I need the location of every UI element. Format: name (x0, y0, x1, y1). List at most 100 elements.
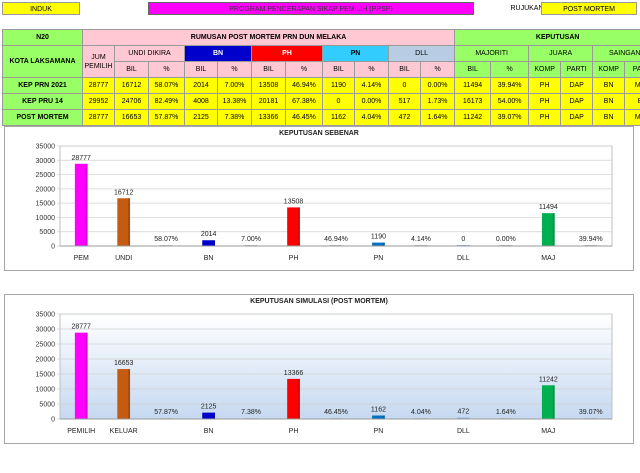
data-label: 4.14% (411, 236, 431, 243)
data-label: 7.38% (241, 409, 261, 416)
table-cell: 7.00% (217, 77, 252, 94)
table-cell: 13366 (251, 109, 286, 126)
plot-area (59, 313, 613, 420)
data-label: 11242 (539, 376, 558, 383)
sub-bil: BIL (454, 61, 492, 78)
y-tick-label: 20000 (36, 357, 56, 364)
sub-bil: BIL (388, 61, 421, 78)
bar (541, 213, 555, 246)
table-cell: BN (592, 109, 626, 126)
table-cell: BN (624, 93, 640, 110)
sub-parti: PARTI (624, 61, 640, 78)
data-label: 2125 (201, 404, 217, 411)
y-tick-label: 0 (51, 244, 55, 251)
data-label: 0.00% (496, 236, 516, 243)
sub-pct: % (354, 61, 389, 78)
table-cell: 4.14% (354, 77, 389, 94)
bar (74, 332, 88, 419)
table-cell: 0.00% (354, 93, 389, 110)
data-label: 39.07% (579, 409, 603, 416)
table-cell: 57.87% (148, 109, 185, 126)
table-cell: 24706 (114, 93, 149, 110)
category-label: DLL (457, 428, 470, 435)
bar-shade (552, 213, 555, 246)
bar (287, 207, 300, 246)
juara-header: JUARA (528, 45, 594, 62)
table-cell: 0 (322, 93, 355, 110)
table-cell: 20181 (251, 93, 286, 110)
chart1-svg: KEPUTUSAN SEBENAR 0 5000 10000 15000 20000 250… (4, 126, 634, 271)
bar-shade (552, 385, 555, 419)
bar-shade (128, 369, 131, 419)
y-tick-label: 10000 (36, 215, 56, 222)
category-label: BN (204, 255, 214, 262)
y-tick-label: 25000 (36, 172, 56, 179)
bar-shade (382, 415, 385, 419)
bar (202, 412, 215, 419)
table-cell: 1190 (322, 77, 355, 94)
row-label: KEP PRN 2021 (2, 77, 83, 94)
bn-header: BN (184, 45, 252, 62)
table-cell: 29952 (82, 93, 115, 110)
bar (287, 378, 300, 419)
bar-shade (128, 198, 131, 246)
post-mortem-button[interactable]: POST MORTEM (541, 2, 637, 15)
bar (457, 417, 470, 419)
table-cell: 0.00% (419, 77, 456, 94)
table-cell: 11494 (454, 77, 492, 94)
bar-shade (297, 378, 300, 419)
jum-pemilih-header: JUM PEMILIH (82, 45, 115, 78)
sub-pct: % (217, 61, 252, 78)
data-label: 4.04% (411, 409, 431, 416)
data-label: 16653 (114, 360, 134, 367)
data-label: 16712 (114, 189, 134, 196)
table-cell: 2125 (184, 109, 218, 126)
y-tick-label: 35000 (36, 312, 56, 319)
table-cell: 82.49% (148, 93, 185, 110)
y-tick-label: 20000 (36, 186, 56, 193)
table-cell: 46.45% (285, 109, 323, 126)
table-cell: 58.07% (148, 77, 185, 94)
data-label: 7.00% (241, 236, 261, 243)
y-tick-label: 5000 (39, 402, 55, 409)
table-cell: PH (528, 77, 562, 94)
bar (117, 198, 131, 246)
chart-title: KEPUTUSAN SIMULASI (POST MORTEM) (250, 298, 388, 305)
rujukan-label: RUJUKAN (510, 5, 544, 12)
category-label: PH (289, 255, 299, 262)
category-label: PH (289, 428, 299, 435)
table-cell: 67.38% (285, 93, 323, 110)
data-label: 58.07% (154, 236, 178, 243)
sub-bil: BIL (184, 61, 218, 78)
chart-keputusan-sebenar: KEPUTUSAN SEBENAR 0 5000 10000 15000 20000 250… (4, 126, 634, 271)
category-label: BN (204, 428, 214, 435)
y-tick-label: 30000 (36, 158, 56, 165)
table-cell: DAP (560, 93, 594, 110)
table-cell: 39.94% (490, 77, 530, 94)
category-label: KELUAR (110, 428, 138, 435)
data-label: 472 (458, 409, 470, 416)
table-cell: 54.00% (490, 93, 530, 110)
sub-parti: PARTI (560, 61, 594, 78)
table-row: POST MORTEM 28777 16653 57.87% 2125 7.38% 1336… (2, 109, 640, 126)
table-title: RUMUSAN POST MORTEM PRN DUN MELAKA (81, 29, 456, 46)
table-cell: MCA (624, 77, 640, 94)
induk-button[interactable]: INDUK (2, 2, 80, 15)
table-cell: 0 (388, 77, 421, 94)
y-tick-label: 0 (51, 417, 55, 424)
data-label: 46.45% (324, 409, 348, 416)
data-label: 28777 (71, 155, 91, 162)
undi-header: UNDI DIKIRA (114, 45, 185, 62)
ph-header: PH (251, 45, 323, 62)
sub-komp: KOMP (528, 61, 562, 78)
keputusan-header: KEPUTUSAN (454, 29, 640, 46)
table-cell: 4.04% (354, 109, 389, 126)
data-label: 13366 (284, 370, 304, 377)
chart-keputusan-simulasi: KEPUTUSAN SIMULASI (POST MORTEM) 0 5000 100… (4, 294, 634, 444)
table-cell: 4008 (184, 93, 218, 110)
y-tick-label: 10000 (36, 387, 56, 394)
table-cell: 16653 (114, 109, 149, 126)
bar (117, 369, 131, 419)
category-label: PEMILIH (67, 428, 95, 435)
sub-pct: % (285, 61, 323, 78)
